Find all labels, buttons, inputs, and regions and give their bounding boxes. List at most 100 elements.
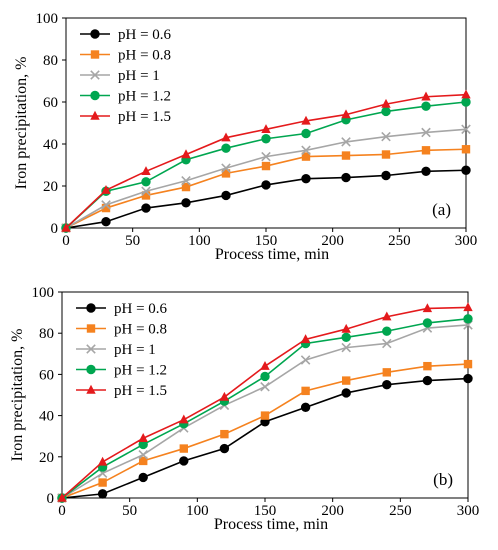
data-point — [381, 106, 391, 117]
data-point — [300, 355, 311, 365]
data-point — [220, 429, 229, 439]
data-point — [342, 376, 351, 385]
legend-label: pH = 1.2 — [114, 363, 167, 379]
data-point — [141, 191, 151, 200]
data-point — [341, 388, 351, 398]
x-tick-label: 0 — [62, 233, 70, 249]
data-point — [461, 145, 471, 154]
data-point — [141, 203, 151, 213]
data-point — [341, 342, 351, 353]
x-axis-title: Process time, min — [215, 246, 329, 263]
data-point — [301, 152, 311, 161]
data-point — [341, 151, 351, 160]
x-tick-label: 100 — [188, 233, 211, 249]
data-point — [141, 177, 151, 187]
legend-label: pH = 0.6 — [114, 301, 168, 317]
series-line — [65, 169, 467, 229]
data-point — [382, 326, 392, 336]
x-tick-label: 300 — [457, 503, 480, 519]
data-point — [461, 97, 471, 107]
data-point — [381, 98, 391, 108]
x-tick-label: 300 — [455, 233, 478, 249]
y-axis-title: Iron precipitation, % — [9, 329, 26, 462]
data-point — [219, 443, 230, 454]
data-point — [301, 145, 311, 156]
y-tick-label: 20 — [39, 450, 54, 466]
legend-marker — [90, 70, 100, 80]
data-point — [61, 222, 71, 232]
legend-marker — [90, 110, 100, 120]
x-tick-label: 50 — [122, 503, 137, 519]
data-point — [221, 190, 231, 201]
data-point — [381, 170, 391, 181]
data-point — [261, 161, 271, 171]
data-point — [422, 303, 433, 313]
x-tick-label: 250 — [389, 503, 412, 519]
data-point — [463, 359, 473, 369]
data-point — [97, 456, 108, 466]
panel-label: (a) — [432, 200, 451, 219]
series-line — [65, 128, 467, 229]
panel-label: (b) — [433, 470, 453, 489]
legend-marker — [86, 364, 96, 375]
data-point — [422, 318, 433, 328]
data-point — [101, 185, 111, 194]
legend-marker — [90, 50, 100, 59]
data-point — [260, 381, 270, 392]
y-tick-label: 0 — [51, 221, 59, 237]
y-axis-title: Iron precipitation, % — [13, 57, 30, 190]
legend-marker — [86, 303, 96, 313]
data-point — [301, 173, 311, 184]
data-point — [179, 444, 188, 453]
x-tick-label: 150 — [254, 503, 277, 519]
data-point — [382, 338, 392, 349]
legend-label: pH = 1 — [114, 342, 156, 358]
legend-label: pH = 1.5 — [118, 109, 171, 125]
data-point — [382, 311, 392, 321]
data-point — [382, 368, 391, 377]
data-point — [260, 360, 270, 370]
x-tick-label: 100 — [186, 503, 209, 519]
data-point — [138, 472, 148, 483]
data-point — [421, 146, 431, 155]
data-point — [381, 150, 391, 159]
data-point — [138, 449, 148, 460]
data-point — [300, 334, 311, 344]
data-point — [461, 165, 471, 175]
x-tick-label: 50 — [125, 233, 140, 249]
data-point — [301, 128, 311, 139]
data-point — [461, 124, 471, 135]
data-point — [101, 203, 111, 213]
legend-marker — [86, 384, 96, 394]
data-point — [101, 217, 111, 227]
data-point — [179, 456, 189, 466]
data-point — [421, 166, 431, 177]
y-tick-label: 80 — [43, 53, 58, 69]
data-point — [341, 323, 351, 333]
x-tick-label: 250 — [388, 233, 411, 249]
data-point — [221, 169, 231, 178]
data-point — [261, 124, 271, 133]
data-point — [221, 163, 231, 173]
data-point — [261, 134, 271, 144]
data-point — [260, 411, 270, 420]
data-point — [421, 101, 431, 111]
y-tick-label: 100 — [36, 11, 59, 27]
data-point — [181, 175, 191, 186]
x-tick-label: 150 — [255, 233, 278, 249]
data-point — [181, 182, 191, 192]
y-tick-label: 100 — [32, 285, 55, 301]
data-point — [221, 132, 231, 142]
x-tick-label: 200 — [321, 233, 344, 249]
legend-label: pH = 1.5 — [114, 383, 167, 399]
data-point — [463, 314, 473, 324]
y-tick-label: 40 — [43, 137, 58, 153]
legend-label: pH = 0.8 — [118, 48, 171, 64]
data-point — [261, 180, 271, 190]
data-point — [221, 143, 231, 153]
data-point — [421, 127, 431, 138]
data-point — [341, 109, 351, 119]
data-point — [381, 131, 391, 142]
y-tick-label: 40 — [39, 409, 54, 425]
